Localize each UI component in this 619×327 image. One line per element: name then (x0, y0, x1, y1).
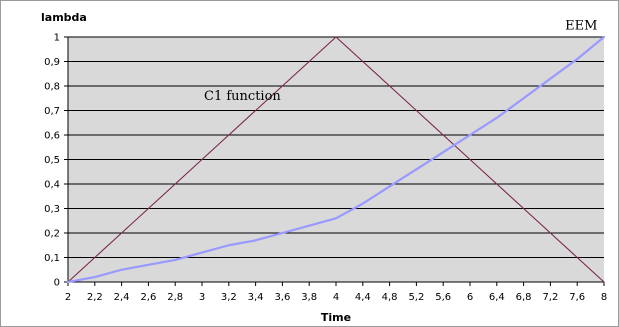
y-tick-label: 0,8 (44, 82, 60, 93)
x-axis-title: Time (321, 311, 351, 324)
x-tick-label: 3,6 (274, 292, 290, 303)
c1-function-series-line (67, 36, 605, 283)
x-tick-label: 2,6 (140, 292, 156, 303)
x-tick-label: 2,4 (114, 292, 130, 303)
y-tick-label: 0,6 (44, 131, 60, 142)
x-tick-label: 7,6 (569, 292, 585, 303)
y-tick-label: 0,4 (44, 180, 60, 191)
y-tick-label: 0,5 (44, 155, 60, 166)
x-tick-label: 4 (333, 292, 339, 303)
x-tick-label: 5,2 (408, 292, 424, 303)
eem-annotation: EEM (565, 19, 597, 34)
y-tick-label: 1 (54, 33, 60, 44)
x-tick-label: 3,8 (301, 292, 317, 303)
y-tick-label: 0,9 (44, 57, 60, 68)
x-tick-label: 2,2 (87, 292, 103, 303)
x-tick-label: 6,4 (489, 292, 505, 303)
y-tick-label: 0,3 (44, 204, 60, 215)
x-tick-label: 5,6 (435, 292, 451, 303)
c1-function-annotation: C1 function (204, 89, 281, 104)
y-tick-label: 0 (54, 278, 60, 289)
x-tick-label: 8 (601, 292, 607, 303)
x-tick-label: 6,8 (516, 292, 532, 303)
y-tick-label: 0,7 (44, 106, 60, 117)
x-tick-label: 4,8 (382, 292, 398, 303)
x-tick-label: 7,2 (542, 292, 558, 303)
x-tick-label: 3,4 (248, 292, 264, 303)
x-tick-label: 3 (199, 292, 205, 303)
x-tick-label: 4,4 (355, 292, 371, 303)
x-tick-label: 2,8 (167, 292, 183, 303)
y-tick-label: 0,1 (44, 253, 60, 264)
x-tick-label: 2 (65, 292, 71, 303)
eem-series-line (66, 35, 606, 284)
y-axis-title: lambda (41, 11, 87, 24)
y-tick-label: 0,2 (44, 229, 60, 240)
x-tick-label: 3,2 (221, 292, 237, 303)
x-tick-label: 6 (467, 292, 473, 303)
